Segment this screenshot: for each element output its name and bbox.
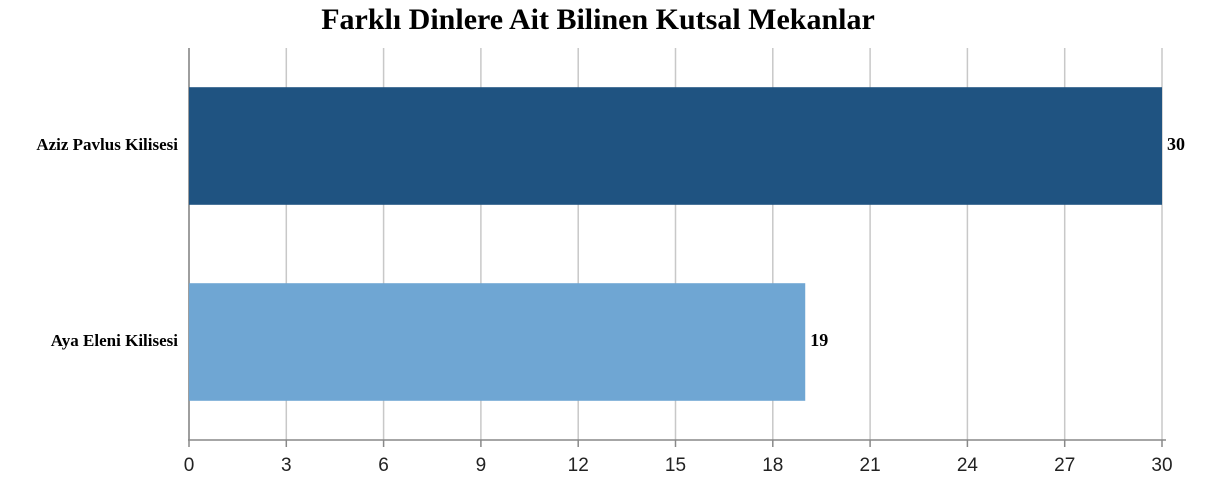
- x-tick-label: 30: [1151, 455, 1172, 476]
- bar: [189, 87, 1162, 205]
- x-tick-label: 12: [568, 455, 589, 476]
- x-tick-label: 0: [184, 455, 195, 476]
- x-tick-label: 15: [665, 455, 686, 476]
- x-tick-label: 9: [476, 455, 487, 476]
- y-tick-label: Aziz Pavlus Kilisesi: [36, 135, 178, 154]
- data-label: 19: [810, 330, 828, 350]
- x-tick-label: 21: [860, 455, 881, 476]
- x-tick-label: 3: [281, 455, 292, 476]
- chart-title: Farklı Dinlere Ait Bilinen Kutsal Mekanl…: [321, 3, 875, 36]
- x-tick-label: 27: [1054, 455, 1075, 476]
- y-tick-label: Aya Eleni Kilisesi: [51, 331, 178, 350]
- data-label: 30: [1167, 134, 1185, 154]
- x-tick-label: 24: [957, 455, 979, 476]
- x-tick-label: 18: [762, 455, 783, 476]
- x-tick-label: 6: [378, 455, 389, 476]
- bar: [189, 283, 806, 401]
